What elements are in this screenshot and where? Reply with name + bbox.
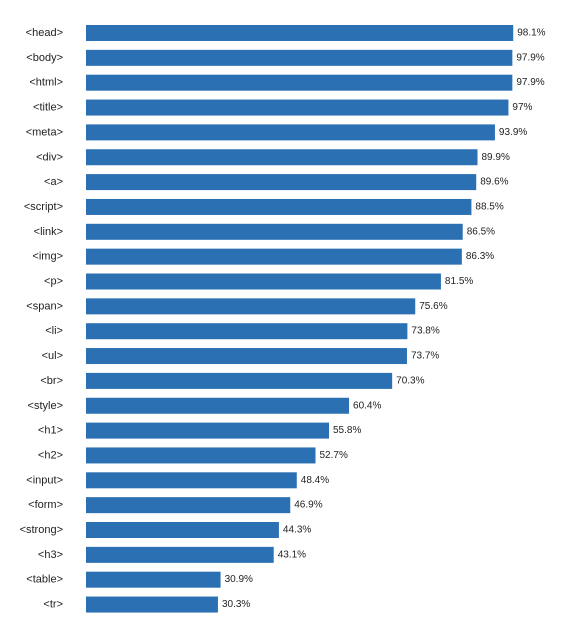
bar xyxy=(86,49,513,66)
bar xyxy=(86,323,408,340)
bar-row: <input> 48.4% xyxy=(26,472,329,489)
value-label: 43.1% xyxy=(278,549,306,560)
bar-row: <a> 89.6% xyxy=(44,174,509,191)
value-label: 44.3% xyxy=(283,525,311,536)
bar xyxy=(86,149,478,166)
category-label: <input> xyxy=(26,474,63,486)
bar xyxy=(86,273,441,290)
bar-row: <br> 70.3% xyxy=(40,372,425,389)
bar xyxy=(86,372,393,389)
value-label: 97% xyxy=(512,102,532,113)
bar xyxy=(86,198,472,215)
bar xyxy=(86,422,330,439)
bar-row: <ul> 73.7% xyxy=(42,348,439,365)
bar xyxy=(86,497,291,514)
category-label: <img> xyxy=(32,251,63,263)
category-label: <link> xyxy=(34,226,63,238)
bar-row: <h1> 55.8% xyxy=(38,422,361,439)
bar-row: <meta> 93.9% xyxy=(26,124,527,141)
value-label: 89.6% xyxy=(480,177,508,188)
value-label: 30.3% xyxy=(222,599,250,610)
bar xyxy=(86,174,477,191)
category-label: <div> xyxy=(36,151,63,163)
value-label: 97.9% xyxy=(516,52,544,63)
bar-row: <div> 89.9% xyxy=(36,149,510,166)
value-label: 98.1% xyxy=(517,28,545,39)
bar-row: <script> 88.5% xyxy=(24,198,504,215)
bar-row: <li> 73.8% xyxy=(45,323,440,340)
bar xyxy=(86,397,350,414)
value-label: 73.7% xyxy=(411,351,439,362)
category-label: <head> xyxy=(26,27,63,39)
value-label: 60.4% xyxy=(353,400,381,411)
category-label: <style> xyxy=(28,400,63,412)
value-label: 55.8% xyxy=(333,425,361,436)
bar xyxy=(86,447,316,464)
bar-row: <h3> 43.1% xyxy=(38,546,306,563)
bar-row: <form> 46.9% xyxy=(28,497,323,514)
bar-row: <link> 86.5% xyxy=(34,223,495,240)
value-label: 88.5% xyxy=(475,201,503,212)
category-label: <h1> xyxy=(38,425,63,437)
bar-row: <body> 97.9% xyxy=(26,49,545,66)
value-label: 86.3% xyxy=(466,251,494,262)
bar-row: <head> 98.1% xyxy=(26,25,546,41)
category-label: <h3> xyxy=(38,549,63,561)
category-label: <a> xyxy=(44,176,63,188)
bar-row: <img> 86.3% xyxy=(32,248,494,265)
bar xyxy=(86,74,513,91)
bar xyxy=(86,472,297,489)
category-label: <ul> xyxy=(42,350,63,362)
category-label: <meta> xyxy=(26,126,63,138)
category-label: <script> xyxy=(24,201,63,213)
bar-row: <tr> 30.3% xyxy=(43,596,250,613)
bar xyxy=(86,248,462,265)
category-label: <strong> xyxy=(20,524,63,536)
category-label: <br> xyxy=(40,375,63,387)
category-label: <form> xyxy=(28,499,63,511)
value-label: 97.9% xyxy=(516,77,544,88)
bar xyxy=(86,596,218,613)
category-label: <body> xyxy=(26,52,63,64)
category-label: <title> xyxy=(33,102,63,114)
value-label: 30.9% xyxy=(225,574,253,585)
value-label: 75.6% xyxy=(419,301,447,312)
category-label: <li> xyxy=(45,325,63,337)
value-label: 70.3% xyxy=(396,375,424,386)
value-label: 93.9% xyxy=(499,127,527,138)
category-label: <p> xyxy=(44,276,63,288)
bar-row: <html> 97.9% xyxy=(29,74,545,91)
category-label: <html> xyxy=(29,77,63,89)
bar xyxy=(86,522,279,538)
category-label: <h2> xyxy=(38,449,63,461)
category-label: <span> xyxy=(26,300,63,312)
bar xyxy=(86,223,463,240)
bar xyxy=(86,546,274,563)
bar-row: <style> 60.4% xyxy=(28,397,382,414)
value-label: 89.9% xyxy=(482,152,510,163)
value-label: 52.7% xyxy=(320,450,348,461)
value-label: 86.5% xyxy=(467,226,495,237)
bar-row: <span> 75.6% xyxy=(26,298,448,315)
bar-row: <title> 97% xyxy=(33,99,533,116)
value-label: 73.8% xyxy=(411,326,439,337)
bar-row: <strong> 44.3% xyxy=(20,522,311,538)
value-label: 81.5% xyxy=(445,276,473,287)
category-label: <tr> xyxy=(43,599,63,611)
bar xyxy=(86,25,514,41)
bar-row: <h2> 52.7% xyxy=(38,447,348,464)
bar xyxy=(86,571,221,588)
bar xyxy=(86,348,407,365)
bar-row: <p> 81.5% xyxy=(44,273,473,290)
value-label: 46.9% xyxy=(294,500,322,511)
bar xyxy=(86,99,509,116)
bar xyxy=(86,124,495,141)
category-label: <table> xyxy=(26,574,63,586)
value-label: 48.4% xyxy=(301,475,329,486)
bar-row: <table> 30.9% xyxy=(26,571,253,588)
bar xyxy=(86,298,416,315)
